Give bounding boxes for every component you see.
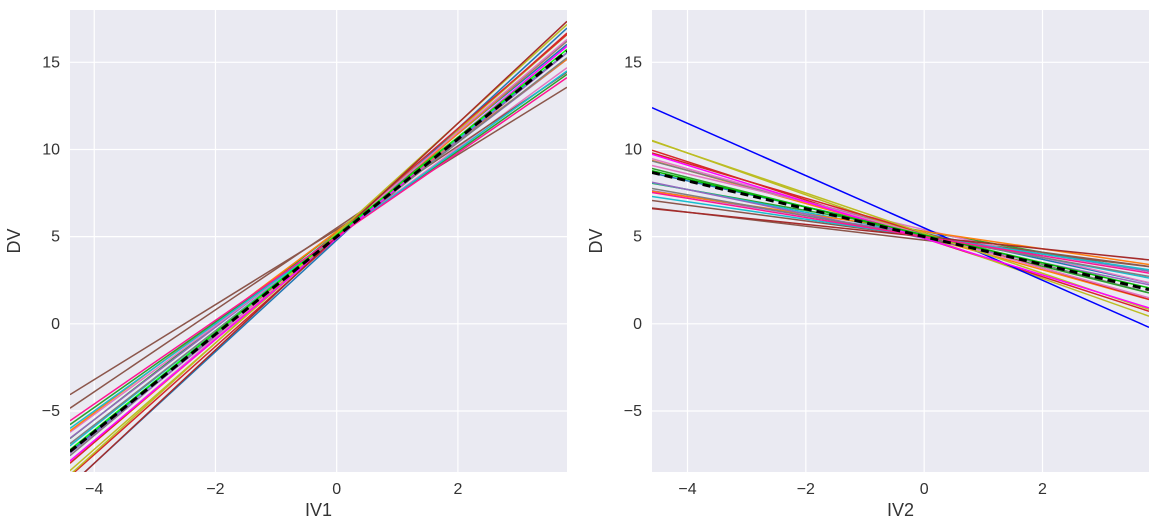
plot-background (652, 10, 1149, 472)
x-tick-label: 2 (1038, 481, 1047, 498)
x-axis-label: IV1 (305, 500, 332, 520)
x-tick-label: −2 (797, 481, 815, 498)
x-tick-label: −2 (206, 481, 224, 498)
x-tick-label: 0 (332, 481, 341, 498)
y-tick-label: 10 (624, 141, 642, 158)
y-tick-label: 15 (42, 54, 60, 71)
y-axis-label: DV (586, 228, 606, 253)
y-tick-label: 10 (42, 141, 60, 158)
y-tick-label: −5 (624, 403, 642, 420)
chart-svg: −4 −2 0 2 −5 0 5 10 15 IV1 DV (0, 0, 582, 522)
x-tick-label: −4 (85, 481, 103, 498)
panel-0: −4 −2 0 2 −5 0 5 10 15 IV1 DV (0, 0, 582, 522)
y-tick-label: 5 (51, 229, 60, 246)
figure: −4 −2 0 2 −5 0 5 10 15 IV1 DV −4 −2 0 2 −5 0 5 10 15 IV2 DV (0, 0, 1164, 522)
panel-1: −4 −2 0 2 −5 0 5 10 15 IV2 DV (582, 0, 1164, 522)
chart-svg: −4 −2 0 2 −5 0 5 10 15 IV2 DV (582, 0, 1164, 522)
y-tick-label: 0 (633, 316, 642, 333)
y-tick-label: 15 (624, 54, 642, 71)
x-tick-label: 2 (453, 481, 462, 498)
x-tick-label: −4 (678, 481, 696, 498)
x-axis-label: IV2 (887, 500, 914, 520)
y-axis-label: DV (4, 228, 24, 253)
x-tick-label: 0 (920, 481, 929, 498)
y-tick-label: −5 (42, 403, 60, 420)
y-tick-label: 0 (51, 316, 60, 333)
y-tick-label: 5 (633, 229, 642, 246)
